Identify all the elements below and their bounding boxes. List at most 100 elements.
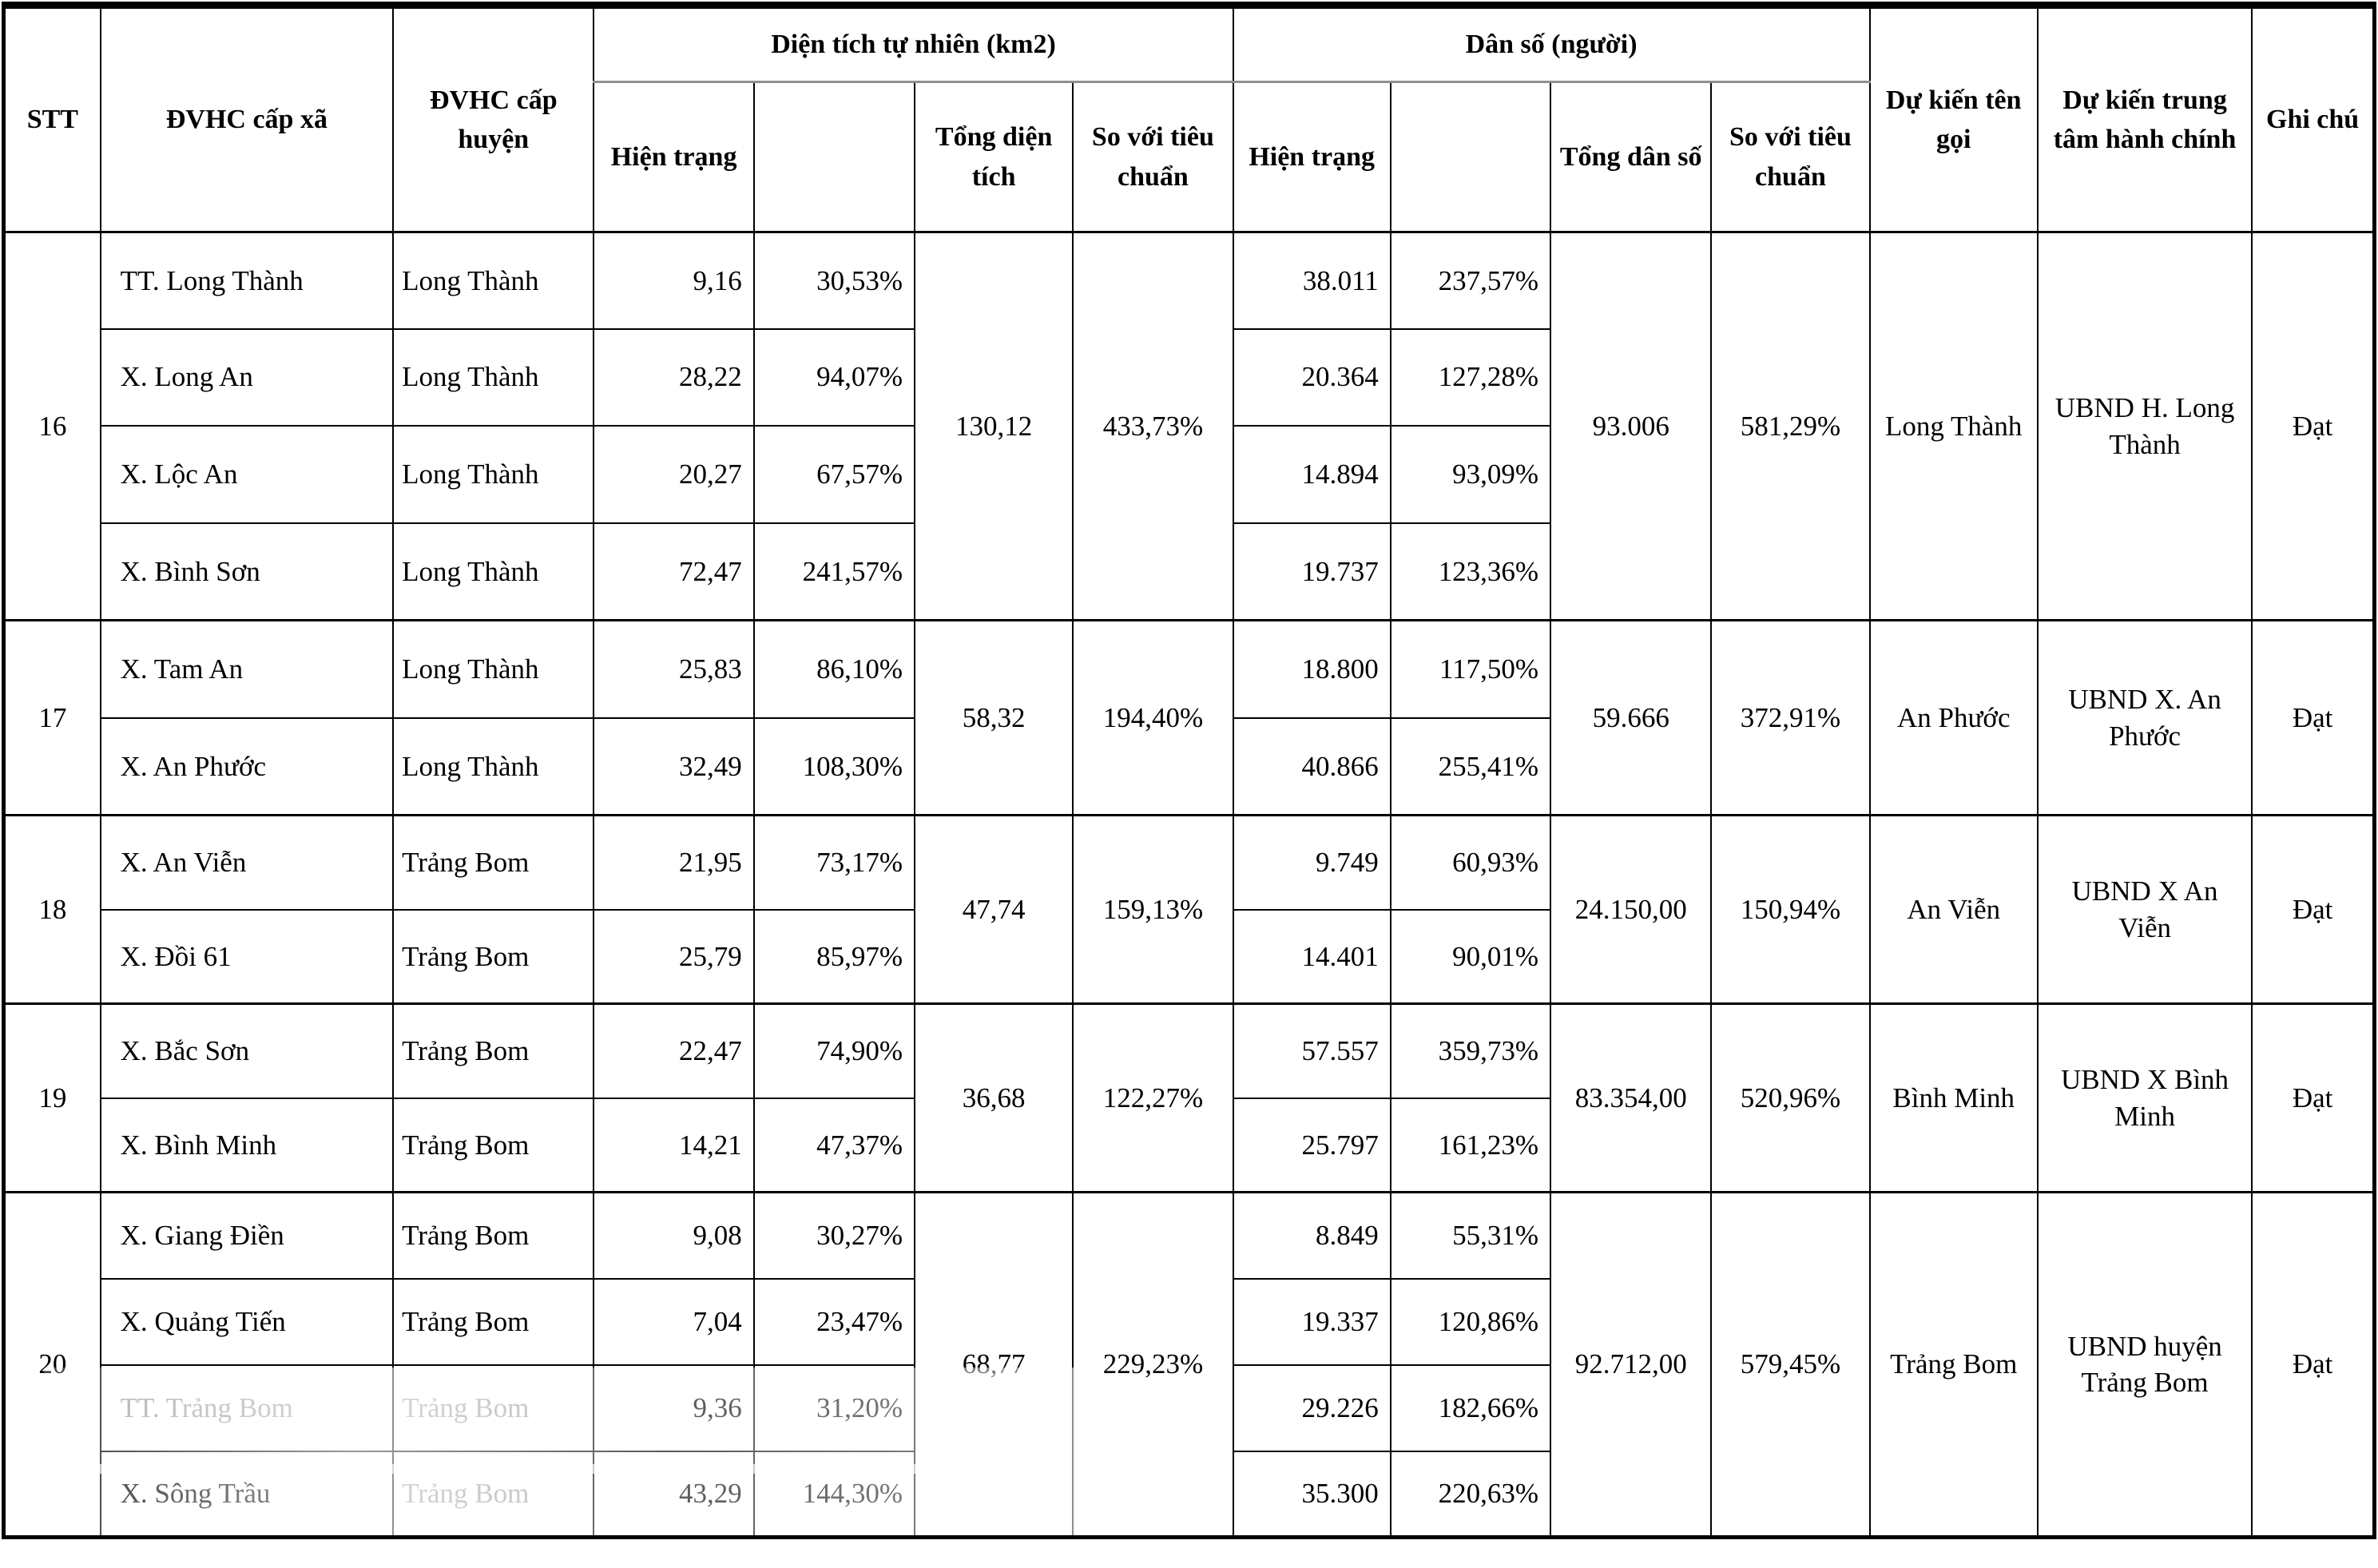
header-stt: STT <box>2 4 101 233</box>
district-cell: Trảng Bom <box>392 1002 595 1099</box>
area-current-cell: 22,47 <box>593 1002 755 1099</box>
pop-pct-cell: 117,50% <box>1389 619 1552 719</box>
total-pop-cell: 24.150,00 <box>1550 814 1713 1005</box>
district-cell: Long Thành <box>392 717 595 816</box>
note-cell: Đạt <box>2251 1191 2376 1538</box>
table-row: 16 TT. Long Thành Long Thành 9,16 30,53%… <box>2 231 2376 621</box>
commune-cell: TT. Long Thành <box>99 231 395 330</box>
pop-pct-cell: 60,93% <box>1389 814 1552 911</box>
expected-center-cell: UBND H. Long Thành <box>2036 231 2253 621</box>
district-cell: Trảng Bom <box>392 1097 595 1193</box>
district-cell: Long Thành <box>392 619 595 719</box>
stt-cell: 17 <box>2 619 101 816</box>
pop-pct-cell: 93,09% <box>1389 424 1552 524</box>
pop-current-cell: 14.894 <box>1232 424 1391 524</box>
note-cell: Đạt <box>2251 619 2376 816</box>
table-row: 17 X. Tam An Long Thành 25,83 86,10% 58,… <box>2 619 2376 816</box>
area-pct-cell: 67,57% <box>752 424 916 524</box>
area-pct-cell: 23,47% <box>752 1277 916 1366</box>
header-total-area: Tổng diện tích <box>913 81 1074 233</box>
total-pop-cell: 59.666 <box>1550 619 1713 816</box>
pop-current-cell: 19.737 <box>1232 522 1391 621</box>
commune-cell: X. Bình Minh <box>99 1097 395 1193</box>
area-vs-standard-cell: 194,40% <box>1072 619 1234 816</box>
pop-vs-standard-cell: 520,96% <box>1710 1002 1871 1193</box>
commune-cell: TT. Trảng Bom <box>99 1364 395 1452</box>
area-vs-standard-cell: 122,27% <box>1072 1002 1234 1193</box>
pop-current-cell: 19.337 <box>1232 1277 1391 1366</box>
header-commune: ĐVHC cấp xã <box>99 4 395 233</box>
area-current-cell: 43,29 <box>593 1450 755 1538</box>
area-pct-cell: 31,20% <box>752 1364 916 1452</box>
area-pct-cell: 47,37% <box>752 1097 916 1193</box>
commune-cell: X. Long An <box>99 327 395 427</box>
stt-cell: 19 <box>2 1002 101 1193</box>
table-row: 19 X. Bắc Sơn Trảng Bom 22,47 74,90% 36,… <box>2 1002 2376 1193</box>
commune-cell: X. Quảng Tiến <box>99 1277 395 1366</box>
table-row: 20 X. Giang Điền Trảng Bom 9,08 30,27% 6… <box>2 1191 2376 1538</box>
expected-center-cell: UBND X An Viễn <box>2036 814 2253 1005</box>
note-cell: Đạt <box>2251 814 2376 1005</box>
pop-current-cell: 35.300 <box>1232 1450 1391 1538</box>
area-current-cell: 9,36 <box>593 1364 755 1452</box>
area-current-cell: 25,83 <box>593 619 755 719</box>
expected-center-cell: UBND X Bình Minh <box>2036 1002 2253 1193</box>
area-pct-cell: 108,30% <box>752 717 916 816</box>
area-current-cell: 28,22 <box>593 327 755 427</box>
district-cell: Long Thành <box>392 327 595 427</box>
stt-cell: 16 <box>2 231 101 621</box>
commune-cell: X. Tam An <box>99 619 395 719</box>
commune-cell: X. Lộc An <box>99 424 395 524</box>
area-pct-cell: 30,53% <box>752 231 916 330</box>
area-vs-standard-cell: 159,13% <box>1072 814 1234 1005</box>
area-current-cell: 72,47 <box>593 522 755 621</box>
total-pop-cell: 93.006 <box>1550 231 1713 621</box>
pop-pct-cell: 220,63% <box>1389 1450 1552 1538</box>
header-note: Ghi chú <box>2251 4 2376 233</box>
pop-vs-standard-cell: 579,45% <box>1710 1191 1871 1538</box>
note-cell: Đạt <box>2251 1002 2376 1193</box>
header-expected-center: Dự kiến trung tâm hành chính <box>2036 4 2253 233</box>
area-current-cell: 21,95 <box>593 814 755 911</box>
header-pop-vs-standard: So với tiêu chuẩn <box>1710 81 1871 233</box>
pop-pct-cell: 359,73% <box>1389 1002 1552 1099</box>
header-area-vs-standard: So với tiêu chuẩn <box>1072 81 1234 233</box>
table-row: X. Quảng Tiến Trảng Bom 7,04 23,47% 19.3… <box>4 1277 2375 1366</box>
pop-current-cell: 18.800 <box>1232 619 1391 719</box>
expected-name-cell: Long Thành <box>1868 231 2039 621</box>
total-area-cell: 130,12 <box>913 231 1074 621</box>
pop-current-cell: 8.849 <box>1232 1191 1391 1280</box>
expected-name-cell: An Phước <box>1868 619 2039 816</box>
total-area-cell: 47,74 <box>913 814 1074 1005</box>
pop-pct-cell: 182,66% <box>1389 1364 1552 1452</box>
total-area-cell: 68,77 <box>913 1191 1074 1538</box>
header-area-group: Diện tích tự nhiên (km2) <box>593 4 1234 83</box>
area-vs-standard-cell: 433,73% <box>1072 231 1234 621</box>
table-row: 18 X. An Viễn Trảng Bom 21,95 73,17% 47,… <box>2 814 2376 1005</box>
pop-pct-cell: 255,41% <box>1389 717 1552 816</box>
area-current-cell: 32,49 <box>593 717 755 816</box>
area-vs-standard-cell: 229,23% <box>1072 1191 1234 1538</box>
pop-current-cell: 25.797 <box>1232 1097 1391 1193</box>
expected-name-cell: An Viễn <box>1868 814 2039 1005</box>
area-pct-cell: 73,17% <box>752 814 916 911</box>
pop-current-cell: 57.557 <box>1232 1002 1391 1099</box>
district-cell: Trảng Bom <box>392 908 595 1005</box>
expected-center-cell: UBND X. An Phước <box>2036 619 2253 816</box>
area-pct-cell: 85,97% <box>752 908 916 1005</box>
district-cell: Long Thành <box>392 424 595 524</box>
pop-current-cell: 9.749 <box>1232 814 1391 911</box>
header-pop-current: Hiện trạng <box>1232 81 1391 233</box>
admin-units-table: STT ĐVHC cấp xã ĐVHC cấp huyện Diện tích… <box>2 2 2376 1539</box>
pop-pct-cell: 161,23% <box>1389 1097 1552 1193</box>
header-area-current: Hiện trạng <box>593 81 755 233</box>
pop-pct-cell: 55,31% <box>1389 1191 1552 1280</box>
area-pct-cell: 144,30% <box>752 1450 916 1538</box>
district-cell: Long Thành <box>392 231 595 330</box>
pop-current-cell: 14.401 <box>1232 908 1391 1005</box>
header-area-blank <box>752 81 916 233</box>
pop-vs-standard-cell: 581,29% <box>1710 231 1871 621</box>
pop-vs-standard-cell: 372,91% <box>1710 619 1871 816</box>
area-pct-cell: 30,27% <box>752 1191 916 1280</box>
commune-cell: X. Bình Sơn <box>99 522 395 621</box>
